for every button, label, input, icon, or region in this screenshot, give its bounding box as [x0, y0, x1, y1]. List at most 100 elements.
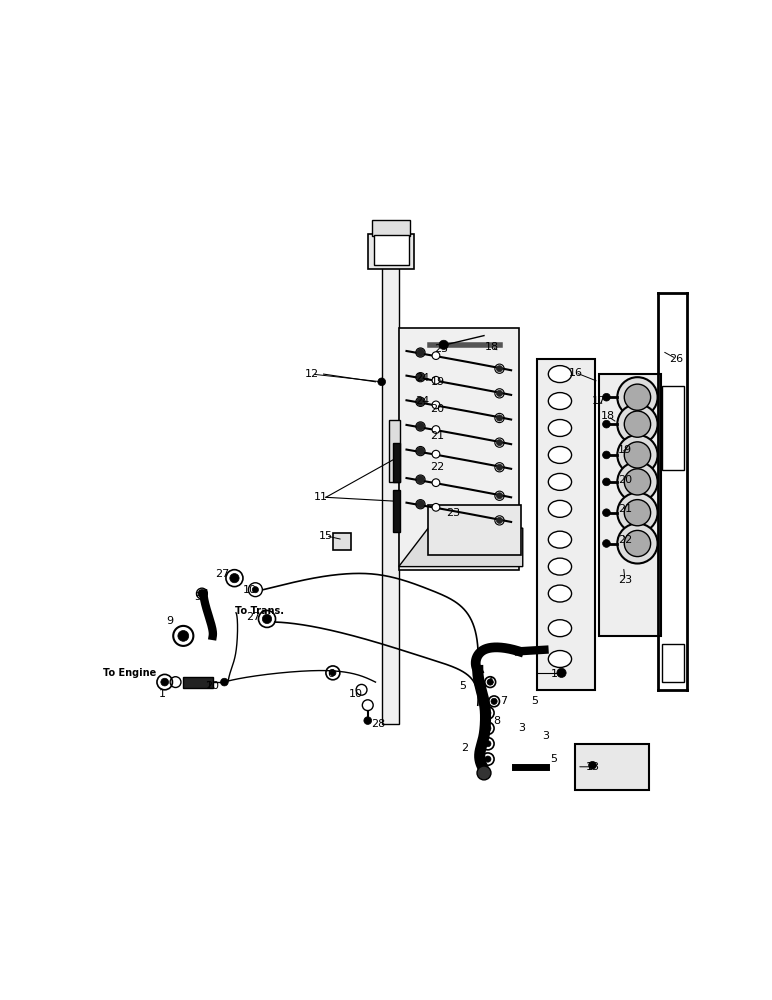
Ellipse shape: [485, 725, 491, 731]
Ellipse shape: [603, 393, 611, 401]
Ellipse shape: [496, 390, 503, 396]
Bar: [392, 490, 401, 532]
Ellipse shape: [496, 415, 503, 421]
Ellipse shape: [603, 451, 611, 459]
Text: To Engine: To Engine: [103, 668, 157, 678]
Ellipse shape: [252, 587, 259, 593]
Ellipse shape: [432, 479, 440, 487]
Text: 27: 27: [215, 569, 229, 579]
Ellipse shape: [625, 530, 651, 557]
Text: 28: 28: [371, 719, 385, 729]
Ellipse shape: [625, 500, 651, 526]
Polygon shape: [399, 528, 523, 567]
Text: 16: 16: [568, 368, 582, 378]
Ellipse shape: [417, 423, 425, 430]
Ellipse shape: [625, 384, 651, 410]
Bar: [183, 677, 213, 688]
Ellipse shape: [548, 531, 571, 548]
Ellipse shape: [603, 420, 611, 428]
Bar: [662, 386, 684, 470]
Ellipse shape: [618, 493, 658, 533]
Text: 5: 5: [531, 696, 538, 706]
Ellipse shape: [603, 509, 611, 517]
Text: 2: 2: [461, 743, 468, 753]
Bar: [599, 374, 661, 636]
Ellipse shape: [496, 440, 503, 446]
Text: 24: 24: [415, 396, 429, 406]
Ellipse shape: [477, 766, 491, 780]
Bar: [372, 220, 410, 235]
Ellipse shape: [417, 398, 425, 406]
Text: 7: 7: [499, 696, 507, 706]
Ellipse shape: [432, 352, 440, 359]
Text: 20: 20: [431, 404, 445, 414]
Ellipse shape: [485, 710, 491, 716]
Text: 20: 20: [618, 475, 632, 485]
Ellipse shape: [491, 698, 497, 704]
Ellipse shape: [330, 670, 336, 676]
Ellipse shape: [417, 373, 425, 381]
Ellipse shape: [548, 420, 571, 436]
Text: 24: 24: [415, 373, 429, 383]
Text: 3: 3: [518, 723, 525, 733]
Ellipse shape: [417, 447, 425, 455]
Ellipse shape: [603, 478, 611, 486]
Ellipse shape: [618, 435, 658, 475]
Ellipse shape: [432, 503, 440, 511]
Ellipse shape: [618, 377, 658, 417]
Text: 12: 12: [305, 369, 319, 379]
Text: 5: 5: [459, 681, 466, 691]
Bar: [389, 420, 401, 482]
Ellipse shape: [198, 590, 206, 597]
Text: 8: 8: [493, 716, 500, 726]
Text: 5: 5: [194, 592, 201, 602]
Bar: [374, 235, 409, 265]
Ellipse shape: [496, 493, 503, 499]
Ellipse shape: [485, 756, 491, 762]
Ellipse shape: [548, 446, 571, 463]
Ellipse shape: [625, 469, 651, 495]
Ellipse shape: [557, 668, 566, 677]
Ellipse shape: [161, 678, 168, 686]
Ellipse shape: [548, 366, 571, 383]
Text: 21: 21: [431, 431, 445, 441]
Ellipse shape: [548, 585, 571, 602]
Text: 10: 10: [206, 681, 220, 691]
Text: 23: 23: [618, 575, 632, 585]
Ellipse shape: [432, 376, 440, 384]
Text: 17: 17: [591, 396, 606, 406]
Ellipse shape: [548, 500, 571, 517]
Ellipse shape: [417, 476, 425, 483]
Text: 18: 18: [485, 342, 499, 352]
Text: 19: 19: [618, 445, 632, 455]
Ellipse shape: [588, 761, 597, 769]
Text: 25: 25: [435, 344, 449, 354]
Ellipse shape: [496, 517, 503, 523]
Text: 13: 13: [585, 762, 600, 772]
Ellipse shape: [618, 404, 658, 444]
Text: 4: 4: [486, 677, 494, 687]
Text: 26: 26: [669, 354, 683, 364]
Text: 1: 1: [159, 689, 166, 699]
Text: 10: 10: [349, 689, 363, 699]
Bar: [333, 533, 351, 550]
Ellipse shape: [432, 401, 440, 409]
Bar: [367, 234, 415, 269]
Ellipse shape: [625, 411, 651, 437]
Text: 11: 11: [314, 492, 328, 502]
Text: 21: 21: [618, 504, 632, 514]
Ellipse shape: [548, 651, 571, 667]
Ellipse shape: [496, 464, 503, 470]
Ellipse shape: [618, 523, 658, 564]
Ellipse shape: [432, 450, 440, 458]
Ellipse shape: [485, 741, 491, 747]
Ellipse shape: [548, 620, 571, 637]
Text: 22: 22: [618, 535, 632, 545]
Ellipse shape: [364, 717, 371, 724]
Ellipse shape: [417, 349, 425, 356]
Text: 19: 19: [431, 377, 445, 387]
Text: 2: 2: [205, 681, 212, 691]
Ellipse shape: [548, 473, 571, 490]
Ellipse shape: [432, 426, 440, 433]
Ellipse shape: [378, 378, 385, 386]
